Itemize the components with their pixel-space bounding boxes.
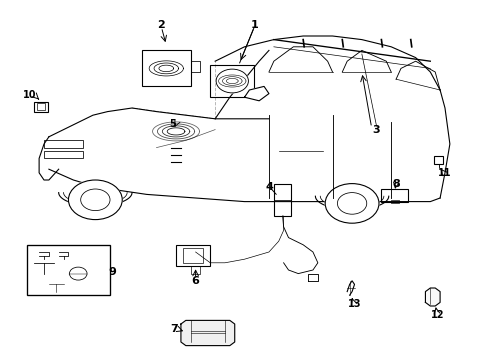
Circle shape <box>325 184 378 223</box>
Bar <box>210 65 254 97</box>
Circle shape <box>68 180 122 220</box>
Bar <box>44 140 83 148</box>
Bar <box>190 266 200 274</box>
Bar <box>176 245 210 266</box>
Bar <box>27 245 110 295</box>
Bar <box>37 103 45 110</box>
Polygon shape <box>244 86 268 101</box>
Bar <box>44 151 83 158</box>
Text: 1: 1 <box>250 20 258 30</box>
Text: 7: 7 <box>170 324 178 334</box>
Text: 2: 2 <box>157 20 165 30</box>
Bar <box>142 50 190 86</box>
Bar <box>183 248 203 263</box>
Text: 5: 5 <box>169 119 176 129</box>
Text: 9: 9 <box>108 267 116 277</box>
Text: 3: 3 <box>372 125 380 135</box>
Bar <box>390 200 398 203</box>
Circle shape <box>216 69 248 93</box>
Bar <box>381 189 407 202</box>
Text: 4: 4 <box>264 182 272 192</box>
Text: 8: 8 <box>391 179 399 189</box>
Bar <box>34 102 48 112</box>
Polygon shape <box>425 288 439 306</box>
Text: 13: 13 <box>347 299 361 309</box>
Polygon shape <box>181 320 234 346</box>
Text: 11: 11 <box>437 168 451 178</box>
Bar <box>433 156 442 164</box>
Text: 10: 10 <box>22 90 36 100</box>
Bar <box>273 184 290 216</box>
Text: 12: 12 <box>430 310 444 320</box>
Text: 6: 6 <box>191 276 199 286</box>
